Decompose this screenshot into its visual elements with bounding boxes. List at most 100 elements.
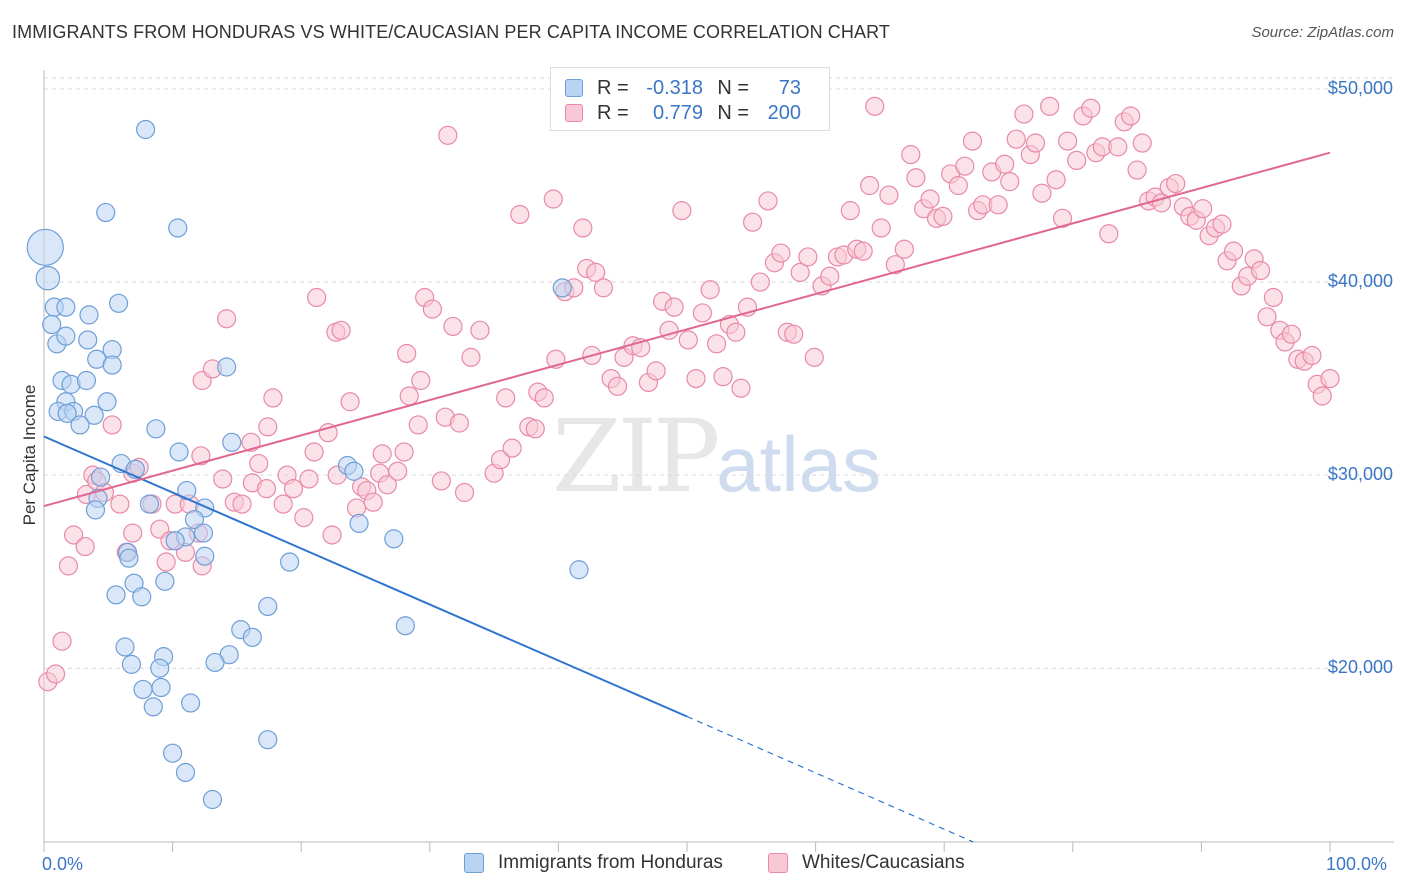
- data-point: [510, 204, 530, 225]
- data-point: [742, 212, 763, 232]
- data-point: [664, 297, 684, 317]
- data-point: [955, 156, 975, 176]
- data-point: [1032, 183, 1052, 203]
- data-point: [646, 361, 666, 381]
- data-point: [106, 585, 126, 605]
- data-point: [525, 419, 545, 439]
- data-point: [394, 442, 414, 462]
- trend-line-honduras-extension: [686, 715, 974, 843]
- data-point: [395, 616, 415, 636]
- data-point: [115, 637, 135, 657]
- data-point: [438, 125, 458, 145]
- data-point: [139, 494, 160, 514]
- data-point: [184, 509, 205, 530]
- data-point: [121, 654, 142, 674]
- legend-swatch-blue: [565, 79, 583, 97]
- data-point: [258, 596, 278, 617]
- legend-r-label: R =: [597, 101, 629, 124]
- data-point: [496, 388, 516, 408]
- data-point: [790, 262, 810, 282]
- data-point: [1046, 170, 1066, 190]
- data-point: [731, 378, 751, 398]
- data-point: [78, 330, 98, 350]
- data-point: [133, 679, 153, 700]
- legend-label-whites: Whites/Caucasians: [802, 852, 965, 873]
- data-point: [901, 145, 921, 165]
- data-point: [461, 347, 481, 367]
- data-point: [593, 278, 614, 298]
- legend-item-whites[interactable]: Whites/Caucasians: [768, 852, 965, 874]
- data-point: [340, 392, 360, 412]
- data-point: [700, 280, 720, 300]
- data-point: [840, 201, 860, 221]
- data-point: [110, 494, 130, 514]
- data-point: [63, 525, 84, 545]
- legend-row-whites: R = 0.779 N = 200: [565, 101, 801, 125]
- data-point: [411, 370, 431, 391]
- series-legend: Immigrants from Honduras Whites/Caucasia…: [0, 852, 1406, 878]
- data-point: [1121, 106, 1141, 126]
- trend-line-whites: [43, 151, 1331, 507]
- data-point: [1014, 104, 1034, 124]
- legend-swatch-pink: [768, 853, 788, 873]
- data-point: [920, 189, 940, 209]
- x-tick-label-min: 0.0%: [42, 854, 84, 874]
- trend-line-honduras: [43, 435, 688, 718]
- data-point: [123, 523, 143, 543]
- data-point: [1040, 96, 1060, 116]
- data-point: [1193, 199, 1213, 219]
- legend-n-value: 200: [767, 101, 801, 124]
- data-point: [678, 330, 698, 350]
- data-point: [249, 453, 269, 474]
- data-point: [119, 548, 139, 568]
- data-point: [242, 627, 262, 647]
- data-point: [1081, 98, 1101, 118]
- data-point: [1000, 172, 1020, 192]
- data-point: [388, 461, 408, 481]
- correlation-legend: R = -0.318 N = 73 R = 0.779 N = 200: [550, 67, 830, 131]
- data-point: [1320, 368, 1340, 389]
- data-point: [1263, 287, 1284, 308]
- data-point: [70, 415, 90, 435]
- legend-n-label: N =: [717, 76, 749, 99]
- data-point: [97, 392, 117, 412]
- data-point: [607, 376, 628, 396]
- data-point: [150, 658, 170, 678]
- x-tick-label-max: 100.0%: [1326, 854, 1388, 874]
- data-point: [108, 293, 129, 313]
- data-point: [146, 419, 166, 439]
- data-point: [79, 305, 99, 325]
- legend-item-honduras[interactable]: Immigrants from Honduras: [464, 852, 723, 874]
- data-point: [1006, 129, 1026, 149]
- data-point: [1025, 133, 1046, 153]
- data-point: [156, 552, 176, 572]
- data-point: [26, 228, 64, 266]
- y-tick-label: $30,000: [1327, 464, 1393, 485]
- y-tick-label: $40,000: [1327, 271, 1393, 292]
- watermark-zip: ZIP: [552, 398, 720, 515]
- data-point: [397, 343, 417, 364]
- data-point: [372, 444, 392, 464]
- data-point: [804, 347, 824, 367]
- data-point: [449, 413, 469, 433]
- data-point: [569, 560, 589, 580]
- legend-r-value: -0.318: [646, 76, 703, 99]
- data-point: [534, 388, 554, 408]
- data-point: [1166, 173, 1186, 194]
- legend-label-honduras: Immigrants from Honduras: [498, 852, 723, 873]
- data-point: [1250, 260, 1271, 281]
- data-point: [798, 247, 818, 267]
- data-point: [692, 303, 713, 323]
- data-point: [1052, 208, 1073, 228]
- data-point: [879, 185, 899, 205]
- data-point: [90, 467, 111, 487]
- data-point: [948, 175, 968, 196]
- data-point: [713, 367, 733, 387]
- data-point: [1108, 137, 1128, 157]
- data-point: [422, 299, 442, 319]
- data-point: [75, 536, 95, 557]
- watermark: ZIPatlas: [552, 398, 881, 515]
- data-point: [377, 475, 397, 495]
- data-point: [222, 432, 242, 452]
